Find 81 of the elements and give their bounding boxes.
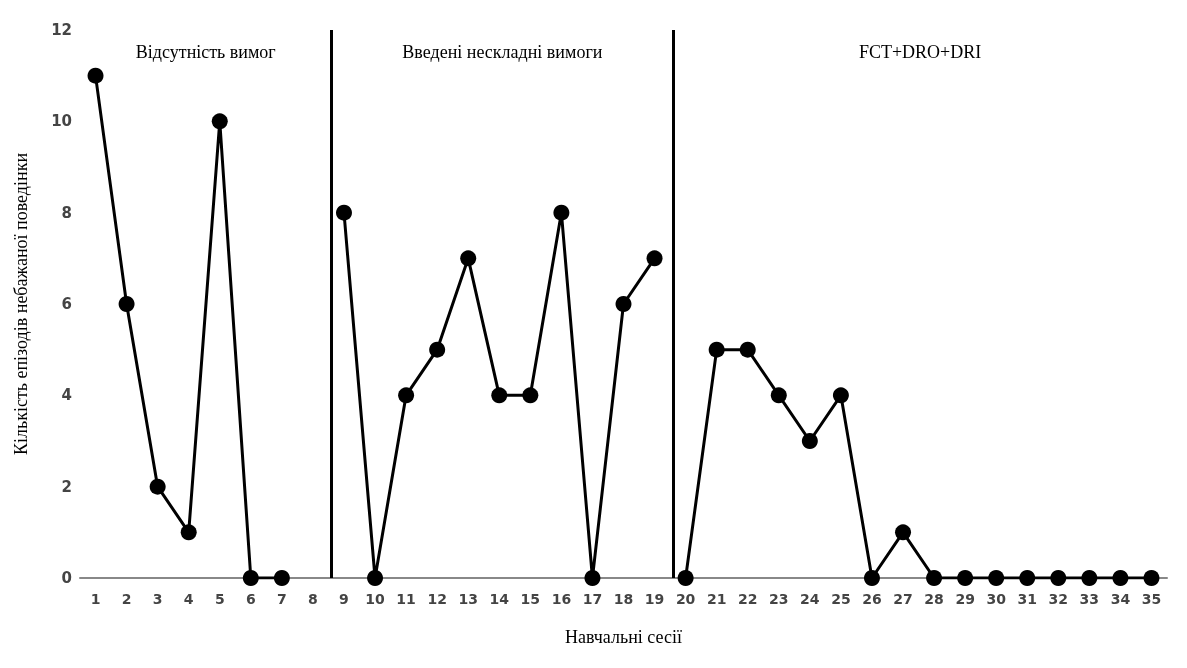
point bbox=[367, 570, 384, 586]
x-tick-label: 2 bbox=[121, 591, 132, 607]
y-tick-label: 6 bbox=[61, 295, 72, 313]
annotation: FCT+DRO+DRI bbox=[858, 42, 982, 62]
x-tick-label: 21 bbox=[706, 591, 727, 607]
y-axis-title: Кількість епізодів небажаної поведінки bbox=[11, 152, 31, 456]
point bbox=[988, 570, 1005, 586]
point bbox=[118, 296, 135, 312]
point bbox=[1112, 570, 1129, 586]
point bbox=[180, 524, 197, 541]
point bbox=[522, 387, 539, 404]
point bbox=[863, 570, 880, 586]
x-tick-label: 1 bbox=[90, 591, 101, 607]
point bbox=[491, 387, 508, 404]
y-tick-label: 0 bbox=[61, 569, 72, 587]
x-tick-label: 5 bbox=[214, 591, 225, 607]
point bbox=[336, 204, 352, 221]
y-tick-label: 10 bbox=[51, 112, 72, 131]
point bbox=[429, 341, 446, 358]
y-tick-label: 12 bbox=[51, 21, 72, 39]
x-tick-label: 33 bbox=[1079, 591, 1100, 607]
x-tick-label: 24 bbox=[800, 591, 820, 607]
x-tick-label: 6 bbox=[245, 591, 256, 607]
point bbox=[1050, 570, 1067, 586]
point bbox=[553, 204, 570, 221]
x-tick-label: 10 bbox=[365, 591, 386, 607]
point bbox=[273, 570, 290, 586]
x-tick-label: 17 bbox=[582, 591, 603, 607]
x-tick-label: 9 bbox=[339, 591, 349, 607]
point bbox=[770, 387, 787, 404]
x-tick-label: 26 bbox=[862, 591, 882, 607]
point bbox=[1019, 570, 1036, 586]
point bbox=[398, 387, 415, 404]
x-tick-label: 14 bbox=[489, 591, 510, 607]
point bbox=[832, 387, 849, 404]
point bbox=[1143, 570, 1160, 586]
point bbox=[739, 341, 756, 358]
x-tick-label: 34 bbox=[1110, 591, 1131, 607]
annotation: Відсутність вимог bbox=[135, 42, 276, 62]
y-tick-label: 8 bbox=[61, 203, 72, 222]
x-tick-label: 20 bbox=[675, 591, 696, 607]
point bbox=[460, 250, 477, 267]
annotation: Введені нескладні вимоги bbox=[402, 42, 603, 62]
x-tick-label: 15 bbox=[520, 591, 541, 607]
x-tick-label: 31 bbox=[1017, 591, 1037, 607]
point bbox=[615, 296, 632, 312]
x-tick-label: 7 bbox=[277, 591, 287, 607]
point bbox=[584, 570, 601, 586]
y-tick-label: 2 bbox=[61, 477, 72, 496]
point bbox=[926, 570, 943, 586]
x-tick-label: 30 bbox=[986, 591, 1007, 607]
x-tick-label: 25 bbox=[831, 591, 851, 607]
x-tick-label: 29 bbox=[955, 591, 975, 607]
point bbox=[1081, 570, 1098, 586]
x-tick-label: 13 bbox=[458, 591, 478, 607]
y-tick-label: 4 bbox=[61, 386, 72, 405]
point bbox=[895, 524, 912, 541]
point bbox=[801, 433, 818, 449]
point bbox=[149, 478, 166, 495]
point bbox=[87, 67, 104, 84]
x-tick-label: 12 bbox=[427, 591, 447, 607]
x-tick-label: 35 bbox=[1141, 591, 1162, 607]
x-tick-label: 8 bbox=[308, 591, 318, 607]
x-tick-label: 32 bbox=[1048, 591, 1069, 607]
x-tick-label: 16 bbox=[551, 591, 572, 607]
x-tick-label: 3 bbox=[152, 591, 163, 607]
x-tick-label: 18 bbox=[613, 591, 634, 607]
point bbox=[646, 250, 663, 267]
x-tick-label: 27 bbox=[893, 591, 913, 607]
x-tick-label: 11 bbox=[396, 591, 416, 607]
x-axis-title: Навчальні сесії bbox=[565, 627, 682, 647]
point bbox=[242, 570, 259, 586]
point bbox=[957, 570, 974, 586]
point bbox=[708, 341, 725, 358]
x-tick-label: 23 bbox=[769, 591, 789, 607]
x-tick-label: 28 bbox=[924, 591, 944, 607]
x-tick-label: 4 bbox=[183, 591, 194, 607]
x-tick-label: 19 bbox=[644, 591, 665, 607]
point bbox=[211, 113, 228, 130]
point bbox=[677, 570, 694, 586]
x-tick-label: 22 bbox=[737, 591, 758, 607]
